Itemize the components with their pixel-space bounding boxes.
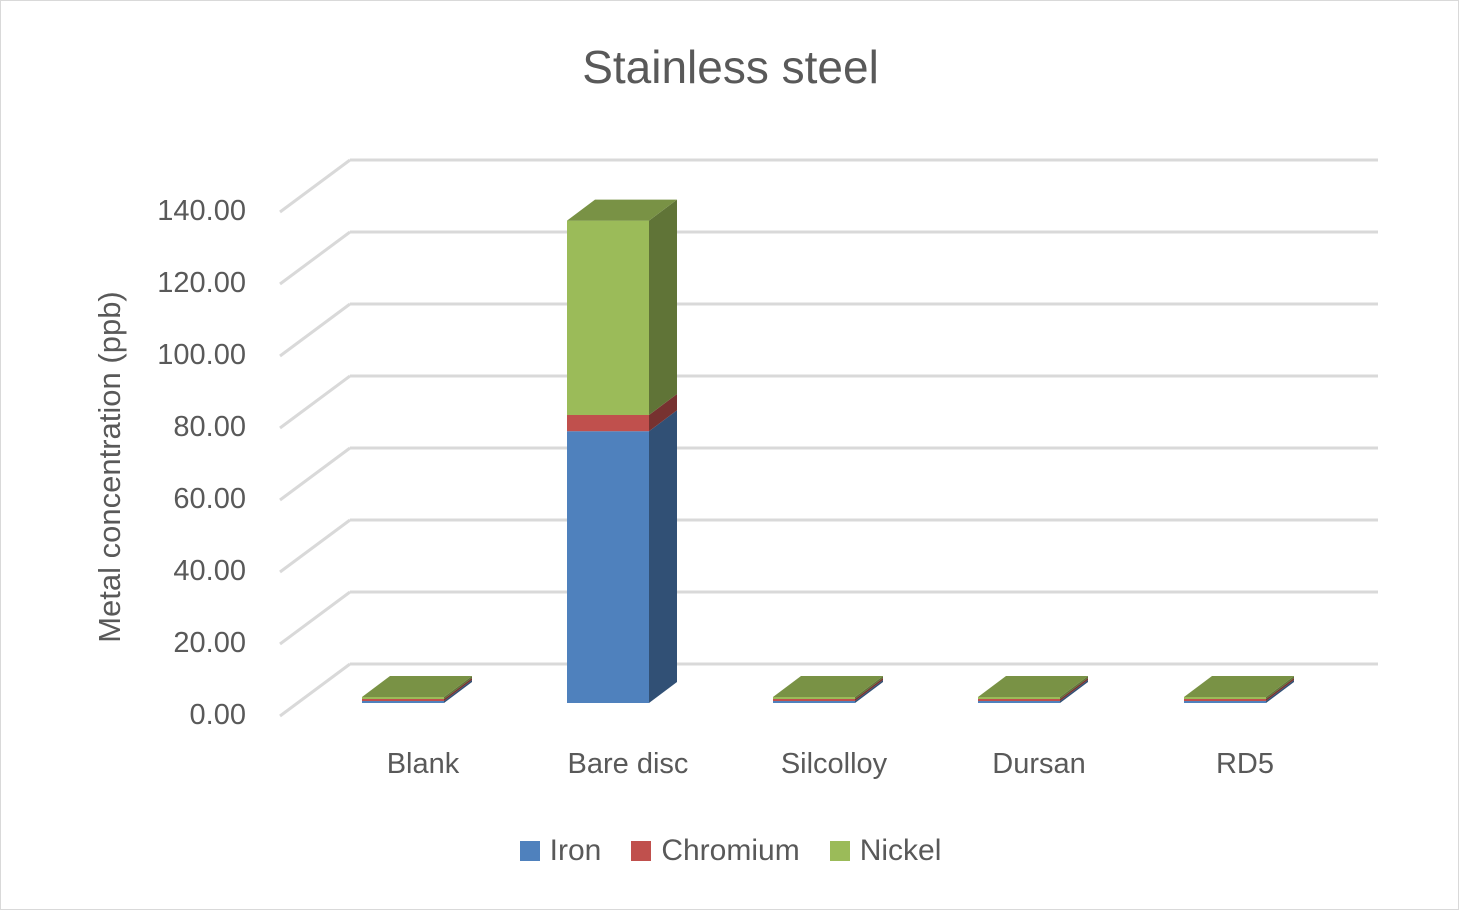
y-tick-label: 40.00 [173, 555, 246, 587]
x-tick-label: Blank [386, 748, 460, 780]
bar-segment [362, 697, 444, 699]
y-tick-label: 80.00 [173, 411, 246, 443]
bar-segment [567, 220, 649, 415]
y-tick-label: 120.00 [157, 267, 246, 299]
legend-label: Chromium [661, 834, 800, 867]
bar-segment [567, 431, 649, 703]
legend-label: Nickel [859, 834, 942, 867]
legend-item: Nickel [829, 834, 942, 868]
y-tick-label: 60.00 [173, 483, 246, 515]
legend-item: Chromium [631, 834, 800, 868]
x-tick-label: Bare disc [567, 748, 689, 780]
bar-segment [978, 701, 1060, 703]
x-tick-label: Silcolloy [780, 748, 888, 780]
y-tick-label: 20.00 [173, 627, 246, 659]
x-tick-label: RD5 [1215, 748, 1274, 780]
legend-swatch [829, 841, 850, 861]
y-tick-label: 0.00 [189, 699, 246, 731]
bar-segment [773, 699, 855, 701]
bar-segment [773, 701, 855, 703]
bar-segment [1184, 697, 1266, 699]
legend-label: Iron [549, 834, 602, 867]
bar-segment [1184, 701, 1266, 703]
legend-swatch [631, 841, 652, 861]
y-tick-label: 100.00 [157, 339, 246, 371]
chart-title: Stainless steel [582, 41, 879, 93]
bar-segment [978, 697, 1060, 699]
legend: Iron Chromium Nickel [0, 834, 1461, 868]
y-tick-label: 140.00 [157, 195, 246, 227]
bar-segment [1184, 699, 1266, 701]
legend-item: Iron [519, 834, 602, 868]
bar-segment [362, 699, 444, 701]
x-tick-label: Dursan [992, 748, 1086, 780]
bar-segment [567, 415, 649, 432]
bar-segment [773, 697, 855, 699]
bar-segment [978, 699, 1060, 701]
bar-segment [362, 701, 444, 703]
legend-swatch [519, 841, 540, 861]
